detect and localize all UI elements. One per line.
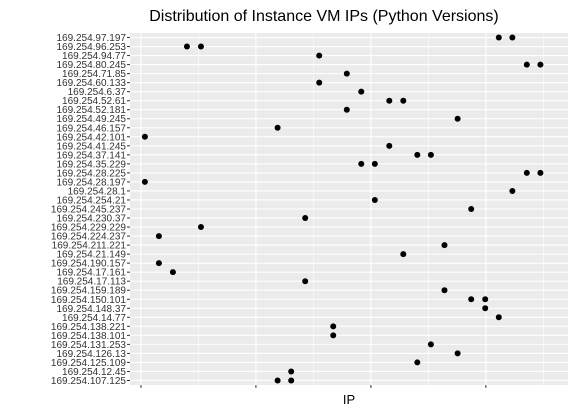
data-point: [386, 97, 393, 104]
data-point: [523, 169, 530, 176]
y-tick-label: 169.254.41.245: [56, 141, 126, 152]
data-point: [441, 242, 448, 249]
data-point: [495, 314, 502, 321]
y-tick-label: 169.254.17.161: [56, 268, 126, 279]
y-tick-label: 169.254.148.37: [56, 304, 126, 315]
y-tick-label: 169.254.35.229: [56, 159, 126, 170]
y-tick-label: 169.254.49.245: [56, 114, 126, 125]
data-point: [495, 34, 502, 41]
y-tick-label: 169.254.28.1: [68, 186, 127, 197]
y-tick-label: 169.254.138.221: [51, 322, 127, 333]
data-point: [523, 61, 530, 68]
y-tick-label: 169.254.138.101: [51, 331, 127, 342]
data-point: [330, 332, 337, 339]
y-tick-label: 169.254.28.197: [56, 177, 126, 188]
data-point: [454, 115, 461, 122]
data-point: [169, 269, 176, 276]
data-point: [183, 43, 190, 50]
y-tick-label: 169.254.126.13: [56, 349, 126, 360]
y-tick-label: 169.254.17.113: [57, 277, 126, 288]
y-tick-label: 169.254.71.85: [62, 69, 126, 80]
data-point: [537, 169, 544, 176]
y-tick-label: 169.254.94.77: [62, 51, 126, 62]
y-axis: 169.254.97.197169.254.96.253169.254.94.7…: [51, 33, 130, 387]
y-tick-label: 169.254.245.237: [51, 205, 127, 216]
data-point: [358, 160, 365, 167]
y-tick-label: 169.254.150.101: [51, 295, 127, 306]
data-point: [274, 377, 281, 384]
data-point: [302, 215, 309, 222]
y-tick-label: 169.254.21.149: [56, 250, 126, 261]
data-point: [400, 97, 407, 104]
data-point: [454, 350, 461, 357]
chart-title: Distribution of Instance VM IPs (Python …: [149, 8, 498, 25]
data-point: [330, 323, 337, 330]
y-tick-label: 169.254.52.61: [62, 96, 126, 107]
data-point: [302, 278, 309, 285]
data-points: [141, 34, 544, 384]
grid-lines: [130, 33, 568, 385]
y-tick-label: 169.254.52.181: [56, 105, 126, 116]
data-point: [274, 124, 281, 131]
y-tick-label: 169.254.131.253: [51, 340, 127, 351]
y-tick-label: 169.254.37.141: [56, 150, 126, 161]
y-tick-label: 169.254.229.229: [51, 223, 127, 234]
data-point: [386, 142, 393, 149]
y-tick-label: 169.254.211.221: [52, 241, 127, 252]
data-point: [358, 88, 365, 95]
data-point: [343, 106, 350, 113]
y-tick-label: 169.254.254.21: [56, 195, 126, 206]
y-tick-label: 169.254.230.37: [56, 214, 126, 225]
data-point: [509, 187, 516, 194]
data-point: [288, 377, 295, 384]
y-tick-label: 169.254.12.45: [62, 367, 126, 378]
data-point: [316, 52, 323, 59]
data-point: [427, 341, 434, 348]
y-tick-label: 169.254.125.109: [51, 358, 127, 369]
data-point: [343, 70, 350, 77]
data-point: [400, 251, 407, 258]
data-point: [427, 151, 434, 158]
data-point: [482, 305, 489, 312]
data-point: [371, 160, 378, 167]
data-point: [371, 196, 378, 203]
data-point: [141, 178, 148, 185]
y-tick-label: 169.254.107.125: [51, 376, 127, 387]
y-tick-label: 169.254.80.245: [56, 60, 126, 71]
x-axis-ticks: [140, 385, 487, 388]
y-tick-label: 169.254.96.253: [56, 42, 126, 53]
y-tick-label: 169.254.224.237: [51, 232, 127, 243]
data-point: [414, 151, 421, 158]
y-tick-label: 169.254.6.37: [68, 87, 127, 98]
x-axis-title: IP: [343, 392, 355, 407]
data-point: [141, 133, 148, 140]
data-point: [155, 233, 162, 240]
data-point: [441, 287, 448, 294]
y-tick-label: 169.254.159.189: [51, 286, 127, 297]
y-tick-label: 169.254.42.101: [56, 132, 126, 143]
data-point: [537, 61, 544, 68]
data-point: [197, 224, 204, 231]
y-tick-label: 169.254.97.197: [56, 33, 126, 44]
data-point: [155, 260, 162, 267]
data-point: [482, 296, 489, 303]
data-point: [468, 296, 475, 303]
data-point: [509, 34, 516, 41]
data-point: [288, 368, 295, 375]
data-point: [468, 206, 475, 212]
data-point: [316, 79, 323, 86]
y-tick-label: 169.254.190.157: [51, 259, 127, 270]
y-tick-label: 169.254.46.157: [56, 123, 126, 134]
data-point: [197, 43, 204, 50]
data-point: [414, 359, 421, 366]
y-tick-label: 169.254.60.133: [56, 78, 126, 89]
y-tick-label: 169.254.14.77: [62, 313, 126, 324]
y-tick-label: 169.254.28.225: [56, 168, 126, 179]
